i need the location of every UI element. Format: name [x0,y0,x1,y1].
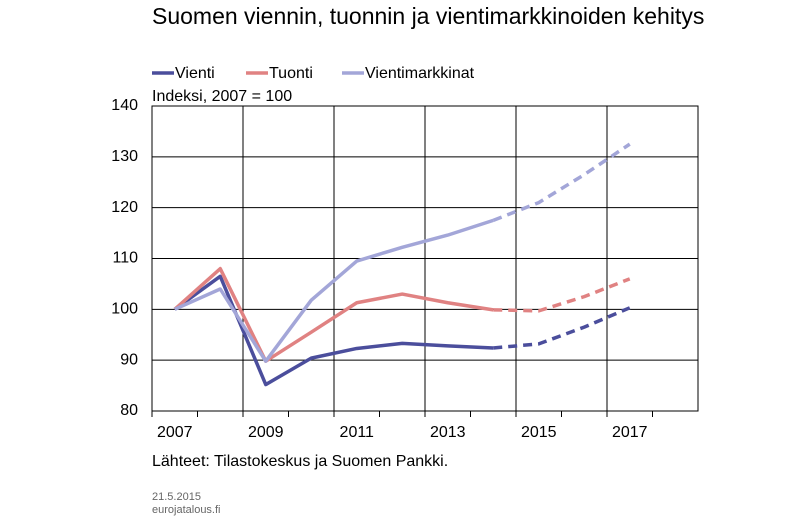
series-line [493,306,631,350]
x-tick-label: 2011 [340,424,375,441]
plot-frame [151,105,699,412]
y-tick-label: 80 [120,402,138,419]
x-tick-label: 2013 [430,424,466,441]
y-tick-label: 110 [112,250,138,267]
series-line [173,274,494,387]
source: Lähteet: Tilastokeskus ja Suomen Pankki. [152,453,448,470]
date: 21.5.2015 [152,491,201,503]
series-line [173,266,494,363]
series-line [492,142,631,223]
legend-label: Tuonti [269,65,313,82]
chart-title: Suomen viennin, tuonnin ja vientimarkkin… [152,3,705,29]
y-tick-label: 90 [120,351,138,368]
x-tick-label: 2007 [157,424,193,441]
series-line [493,277,631,313]
x-tick-label: 2015 [521,424,557,441]
site: eurojatalous.fi [152,504,221,516]
y-tick-label: 120 [111,199,138,216]
x-tick-label: 2009 [248,424,284,441]
x-tick-label: 2017 [612,424,648,441]
y-tick-label: 140 [111,97,138,114]
legend-label: Vientimarkkinat [365,65,475,82]
y-tick-label: 100 [111,301,138,318]
legend-label: Vienti [175,65,215,82]
y-tick-label: 130 [111,148,138,165]
series-line [174,218,494,363]
subtitle: Indeksi, 2007 = 100 [152,88,292,105]
